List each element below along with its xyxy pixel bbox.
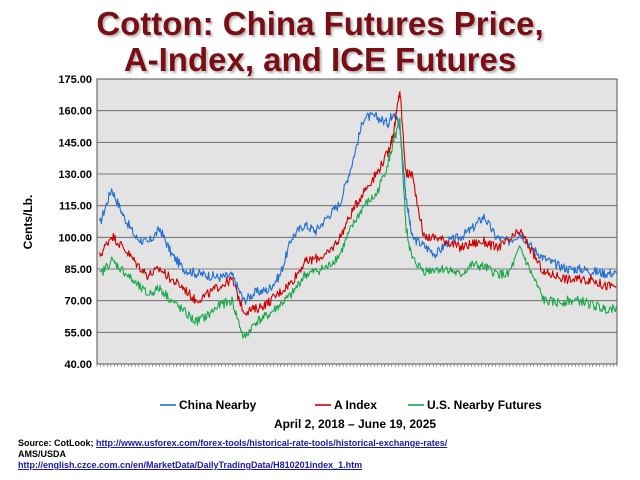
chart-title-line-1: Cotton: China Futures Price, (96, 5, 544, 42)
source-line-2: AMS/USDA (18, 449, 67, 459)
source-label: Source: CotLook; (18, 438, 94, 448)
legend-label: U.S. Nearby Futures (427, 398, 542, 412)
source-line-3: http://english.czce.com.cn/en/MarketData… (18, 460, 362, 471)
y-tick-label: 70.00 (64, 296, 92, 308)
chart-title-line-2: A-Index, and ICE Futures (123, 41, 517, 78)
y-tick-label: 115.00 (59, 201, 92, 213)
series-lines (99, 91, 617, 339)
y-axis-label: Cents/Lb. (21, 195, 35, 250)
plot-frame (96, 78, 618, 365)
y-tick-label: 175.00 (58, 74, 92, 86)
legend-item: U.S. Nearby Futures (408, 398, 542, 412)
source-link-usforex[interactable]: http://www.usforex.com/forex-tools/histo… (96, 438, 448, 448)
y-tick-label: 100.00 (58, 232, 92, 244)
series-line-2 (99, 91, 617, 316)
y-tick-label: 160.00 (58, 106, 92, 118)
y-tick-label: 40.00 (64, 359, 92, 371)
gridlines (97, 78, 617, 365)
source-link-czce[interactable]: http://english.czce.com.cn/en/MarketData… (18, 460, 363, 470)
source-line-1: Source: CotLook; http://www.usforex.com/… (18, 438, 447, 449)
y-tick-label: 55.00 (64, 327, 92, 339)
date-range-label: April 2, 2018 – June 19, 2025 (274, 417, 436, 431)
plot-area (97, 79, 617, 364)
y-tick-label: 145.00 (58, 137, 92, 149)
legend-item: A Index (315, 398, 377, 412)
legend-item: China Nearby (160, 398, 257, 412)
series-line-3 (99, 117, 617, 339)
y-tick-label: 130.00 (58, 169, 92, 181)
legend: China Nearby A Index U.S. Nearby Futures (160, 398, 542, 412)
legend-label: China Nearby (179, 398, 257, 412)
y-axis-ticks: 175.00 160.00 145.00 130.00 115.00 100.00 85.0… (58, 74, 92, 371)
legend-label: A Index (334, 398, 377, 412)
y-tick-label: 85.00 (64, 264, 92, 276)
